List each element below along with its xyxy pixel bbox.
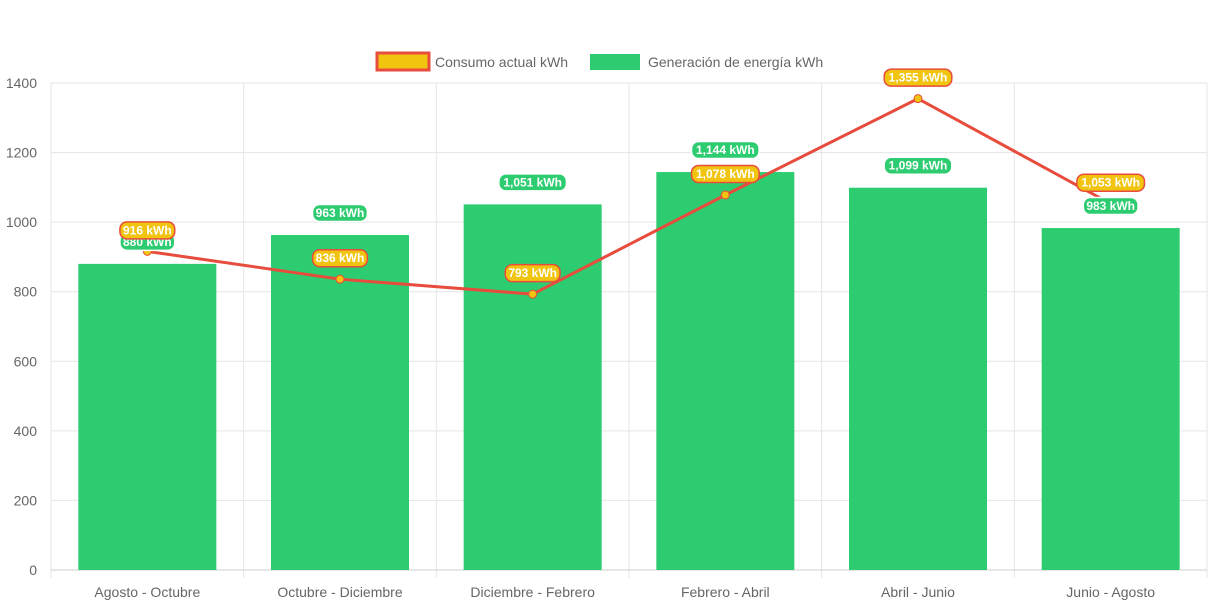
- y-tick-label: 1400: [6, 75, 37, 91]
- x-tick-label: Febrero - Abril: [681, 584, 770, 600]
- y-tick-label: 400: [14, 423, 38, 439]
- y-tick-label: 0: [29, 562, 37, 578]
- legend-swatch-consumption[interactable]: [375, 51, 431, 72]
- data-label-generation: 1,099 kWh: [889, 159, 948, 173]
- data-label-consumption: 836 kWh: [316, 251, 365, 265]
- data-label-consumption-bg: [1076, 173, 1146, 192]
- data-label-generation-bg: [690, 140, 760, 160]
- data-label-generation: 1,144 kWh: [696, 143, 755, 157]
- data-label-consumption: 1,078 kWh: [696, 167, 755, 181]
- data-label-generation: 963 kWh: [316, 206, 365, 220]
- data-label-consumption: 1,053 kWh: [1081, 176, 1140, 190]
- legend-label-consumption[interactable]: Consumo actual kWh: [435, 54, 568, 70]
- bar-generation[interactable]: [849, 187, 987, 570]
- point-consumption[interactable]: [335, 274, 345, 284]
- data-label-generation-bg: [1082, 196, 1139, 216]
- legend-swatch-generation[interactable]: [590, 54, 640, 70]
- legend-label-generation[interactable]: Generación de energía kWh: [648, 54, 823, 70]
- point-consumption[interactable]: [528, 289, 538, 299]
- y-tick-label: 800: [14, 284, 38, 300]
- data-label-generation: 983 kWh: [1086, 199, 1135, 213]
- bar-generation[interactable]: [463, 204, 602, 570]
- line-consumption: [147, 97, 1112, 296]
- x-tick-label: Octubre - Diciembre: [277, 584, 402, 600]
- bar-generation[interactable]: [656, 172, 795, 570]
- bar-generation[interactable]: [1041, 228, 1180, 570]
- data-label-consumption: 916 kWh: [123, 223, 172, 237]
- x-tick-label: Abril - Junio: [881, 584, 955, 600]
- x-tick-label: Junio - Agosto: [1066, 584, 1155, 600]
- bar-generation[interactable]: [271, 235, 409, 571]
- y-tick-label: 600: [14, 353, 38, 369]
- data-label-consumption: 793 kWh: [508, 266, 557, 280]
- point-consumption[interactable]: [720, 190, 730, 200]
- data-label-consumption-bg: [119, 221, 176, 240]
- x-tick-label: Diciembre - Febrero: [470, 584, 595, 600]
- data-label-generation-bg: [311, 203, 369, 223]
- data-label-generation-bg: [498, 173, 568, 192]
- legend: Consumo actual kWh Generación de energía…: [375, 51, 823, 72]
- y-tick-label: 1200: [6, 145, 37, 161]
- bar-series-generation: [78, 172, 1180, 571]
- data-label-consumption-bg: [504, 263, 561, 283]
- data-label-consumption-bg: [690, 164, 760, 184]
- x-axis-ticks: Agosto - Octubre Octubre - Diciembre Dicie…: [94, 584, 1155, 600]
- y-tick-label: 200: [14, 492, 38, 508]
- y-tick-label: 1000: [6, 214, 37, 230]
- data-label-generation-bg: [883, 156, 953, 175]
- x-tick-label: Agosto - Octubre: [94, 584, 200, 600]
- bar-generation[interactable]: [78, 263, 217, 570]
- data-label-generation: 1,051 kWh: [503, 175, 562, 189]
- data-label-consumption: 1,355 kWh: [889, 71, 948, 85]
- y-axis-ticks: 0 200 400 600 800 1000 1200 1400: [6, 75, 37, 578]
- data-label-consumption-bg: [883, 68, 953, 87]
- point-consumption[interactable]: [913, 94, 923, 104]
- grid: [50, 82, 1208, 578]
- data-label-consumption-bg: [311, 248, 369, 268]
